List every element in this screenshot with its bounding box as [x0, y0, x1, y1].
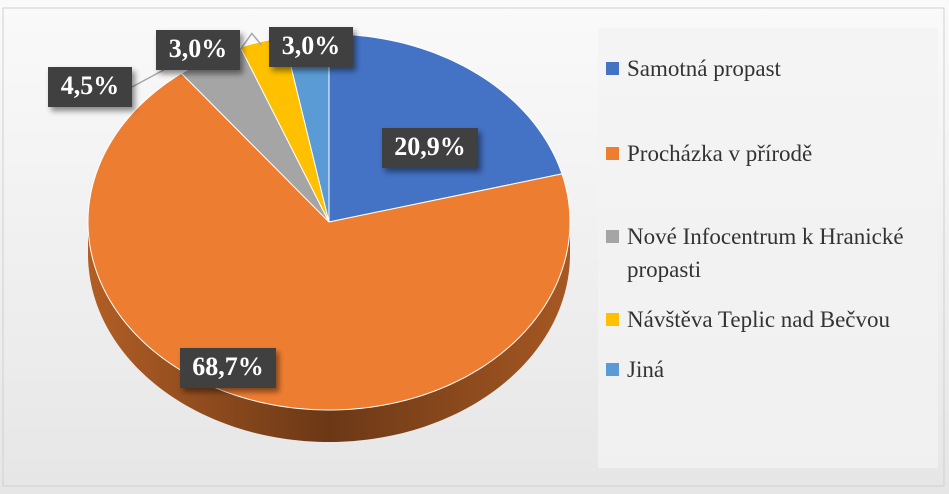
data-label: 68,7% — [192, 352, 264, 381]
legend-label: Samotná propast — [627, 56, 781, 81]
legend-label: Jiná — [627, 357, 665, 382]
legend-swatch — [606, 363, 619, 376]
legend-label: Procházka v přírodě — [627, 141, 813, 166]
data-label: 20,9% — [394, 132, 466, 161]
legend-item: Jiná — [606, 353, 926, 386]
legend-swatch — [606, 230, 619, 243]
data-label-box — [48, 67, 132, 107]
legend-label: Návštěva Teplic nad Bečvou — [627, 307, 891, 332]
data-label-box — [180, 348, 276, 388]
data-label-box — [382, 128, 478, 168]
data-label-box — [269, 27, 353, 67]
legend-item: Procházka v přírodě — [606, 137, 926, 170]
legend-swatch — [606, 62, 619, 75]
legend: Samotná propast Procházka v přírodě Nové I… — [606, 52, 926, 386]
frame — [2, 7, 945, 487]
legend-label: Nové Infocentrum k Hranické propasti — [627, 224, 904, 282]
data-label: 3,0% — [169, 34, 228, 63]
legend-item: Samotná propast — [606, 52, 926, 85]
legend-swatch — [606, 147, 619, 160]
data-label: 3,0% — [282, 31, 341, 60]
data-label: 4,5% — [61, 71, 120, 100]
leader-line — [239, 32, 263, 51]
legend-item: Nové Infocentrum k Hranické propasti — [606, 220, 926, 286]
legend-swatch — [606, 313, 619, 326]
legend-item: Návštěva Teplic nad Bečvou — [606, 303, 926, 336]
slice — [87, 72, 571, 411]
data-label-box — [156, 30, 240, 70]
legend-panel — [598, 28, 938, 468]
